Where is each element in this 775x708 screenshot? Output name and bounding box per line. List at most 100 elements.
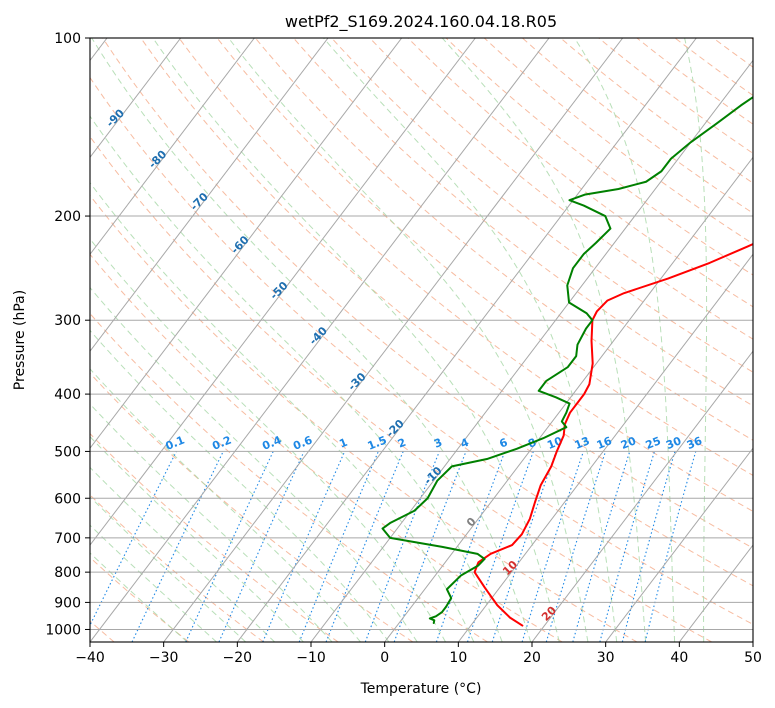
y-tick-label: 400 — [54, 387, 81, 403]
x-axis-label: Temperature (°C) — [360, 681, 482, 697]
moist-adiabat-line — [90, 435, 304, 642]
y-tick-label: 200 — [54, 209, 81, 225]
x-axis-ticks: −40 −30 −20 −10 0 10 20 30 40 50 — [75, 642, 762, 666]
dry-adiabat-line — [712, 38, 753, 68]
moist-adiabat-line — [90, 552, 188, 642]
y-tick-label: 800 — [54, 565, 81, 581]
x-tick-label: 40 — [670, 650, 688, 666]
dry-adiabat-line — [90, 556, 190, 642]
mixing-ratio-label: 13 — [573, 434, 592, 452]
dry-adiabat-line — [90, 372, 414, 642]
isotherm-label: 40 — [618, 694, 638, 708]
dry-adiabat-line — [102, 38, 753, 587]
y-axis-ticks: 100 200 300 400 500 600 700 800 900 1000 — [45, 31, 90, 638]
dry-adiabat-line — [369, 38, 753, 340]
moist-adiabat-line — [323, 38, 618, 642]
mixing-ratio-label: 0.1 — [164, 434, 187, 453]
y-tick-label: 900 — [54, 595, 81, 611]
dry-adiabat-line — [522, 38, 753, 214]
dry-adiabat-line — [407, 38, 753, 308]
mixing-ratio-label: 0.4 — [260, 433, 283, 452]
mixing-ratio-label: 36 — [685, 434, 704, 452]
dry-adiabat-line — [598, 38, 753, 154]
mixing-ratio-line — [90, 451, 177, 627]
moist-adiabat-line — [90, 181, 475, 642]
dry-adiabat-line — [751, 38, 753, 40]
mixing-ratio-line — [466, 451, 534, 642]
moist-adiabat-line — [152, 38, 560, 642]
isobars — [90, 38, 753, 630]
dry-adiabat-line — [293, 38, 753, 407]
y-tick-label: 600 — [54, 491, 81, 507]
moist-adiabat-line — [684, 38, 708, 642]
dry-adiabats — [90, 38, 753, 642]
moist-adiabat-line — [90, 115, 503, 642]
mixing-ratio-label: 0.6 — [291, 433, 314, 452]
mixing-ratio-lines — [90, 451, 697, 642]
y-axis-label: Pressure (hPa) — [12, 290, 28, 390]
isotherm-label: 10 — [500, 558, 520, 578]
x-tick-label: 20 — [523, 650, 541, 666]
isotherm-label: -50 — [267, 279, 290, 302]
dry-adiabat-line — [90, 494, 264, 642]
x-tick-label: 10 — [449, 650, 467, 666]
dewpoint-line — [381, 96, 753, 624]
mixing-ratio-label: 25 — [644, 434, 663, 452]
mixing-ratio-label: 10 — [545, 434, 564, 452]
x-tick-label: −40 — [75, 650, 105, 666]
isotherm-line — [752, 641, 753, 642]
mixing-ratio-line — [644, 451, 697, 642]
dry-adiabat-line — [178, 38, 753, 512]
mixing-ratio-line — [131, 451, 224, 642]
moist-adiabat-line — [90, 524, 217, 642]
x-tick-label: 30 — [597, 650, 615, 666]
mixing-ratio-line — [435, 451, 506, 642]
mixing-ratio-label: 0.2 — [210, 433, 233, 452]
dry-adiabat-line — [674, 38, 753, 97]
isotherm-line — [605, 447, 753, 642]
moist-adiabat-line — [228, 38, 589, 642]
isotherm-label: -90 — [104, 106, 127, 129]
plot-frame — [89, 37, 754, 643]
isotherm-line — [90, 38, 550, 642]
profile-series — [381, 96, 753, 627]
isotherms — [90, 38, 753, 642]
mixing-ratio-line — [185, 451, 274, 642]
moist-adiabat-line — [90, 329, 390, 642]
y-tick-label: 100 — [54, 31, 81, 47]
plot-area: 0.1 0.2 0.4 0.6 1 1.5 2 3 4 6 8 10 13 16 20 25 30 36-100-… — [58, 38, 753, 708]
moist-adiabat-line — [90, 286, 418, 642]
isotherm-line — [163, 38, 624, 642]
x-tick-label: −10 — [296, 650, 326, 666]
moist-adiabat-line — [90, 238, 446, 642]
mixing-ratio-line — [572, 451, 631, 642]
dry-adiabat-line — [636, 38, 753, 125]
isotherm-label: -100 — [58, 63, 87, 92]
dry-adiabat-line — [483, 38, 753, 245]
y-tick-label: 500 — [54, 444, 81, 460]
mixing-ratio-line — [599, 451, 656, 642]
skewt-line-labels: 0.1 0.2 0.4 0.6 1 1.5 2 3 4 6 8 10 13 16 20 25 30 36-100-… — [58, 63, 705, 708]
mixing-ratio-line — [521, 451, 584, 642]
x-tick-label: 50 — [744, 650, 762, 666]
y-tick-label: 300 — [54, 313, 81, 329]
mixing-ratio-label: 1.5 — [366, 433, 389, 452]
y-tick-label: 700 — [54, 531, 81, 547]
mixing-ratio-line — [621, 451, 676, 642]
dry-adiabat-line — [254, 38, 753, 441]
moist-adiabat-line — [441, 38, 647, 642]
isotherm-line — [90, 38, 329, 353]
mixing-ratio-line — [262, 451, 346, 642]
isotherm-label: -40 — [307, 324, 330, 347]
moist-adiabats — [90, 38, 708, 642]
isotherm-line — [310, 59, 753, 642]
moist-adiabat-line — [91, 38, 532, 642]
dry-adiabat-line — [90, 135, 712, 642]
isotherm-line — [90, 38, 182, 159]
dry-adiabat-line — [90, 253, 563, 642]
moist-adiabat-line — [90, 403, 333, 642]
mixing-ratio-line — [325, 451, 404, 642]
moist-adiabat-line — [90, 368, 361, 642]
isotherm-label: -80 — [146, 148, 169, 171]
isotherm-line — [90, 38, 403, 449]
